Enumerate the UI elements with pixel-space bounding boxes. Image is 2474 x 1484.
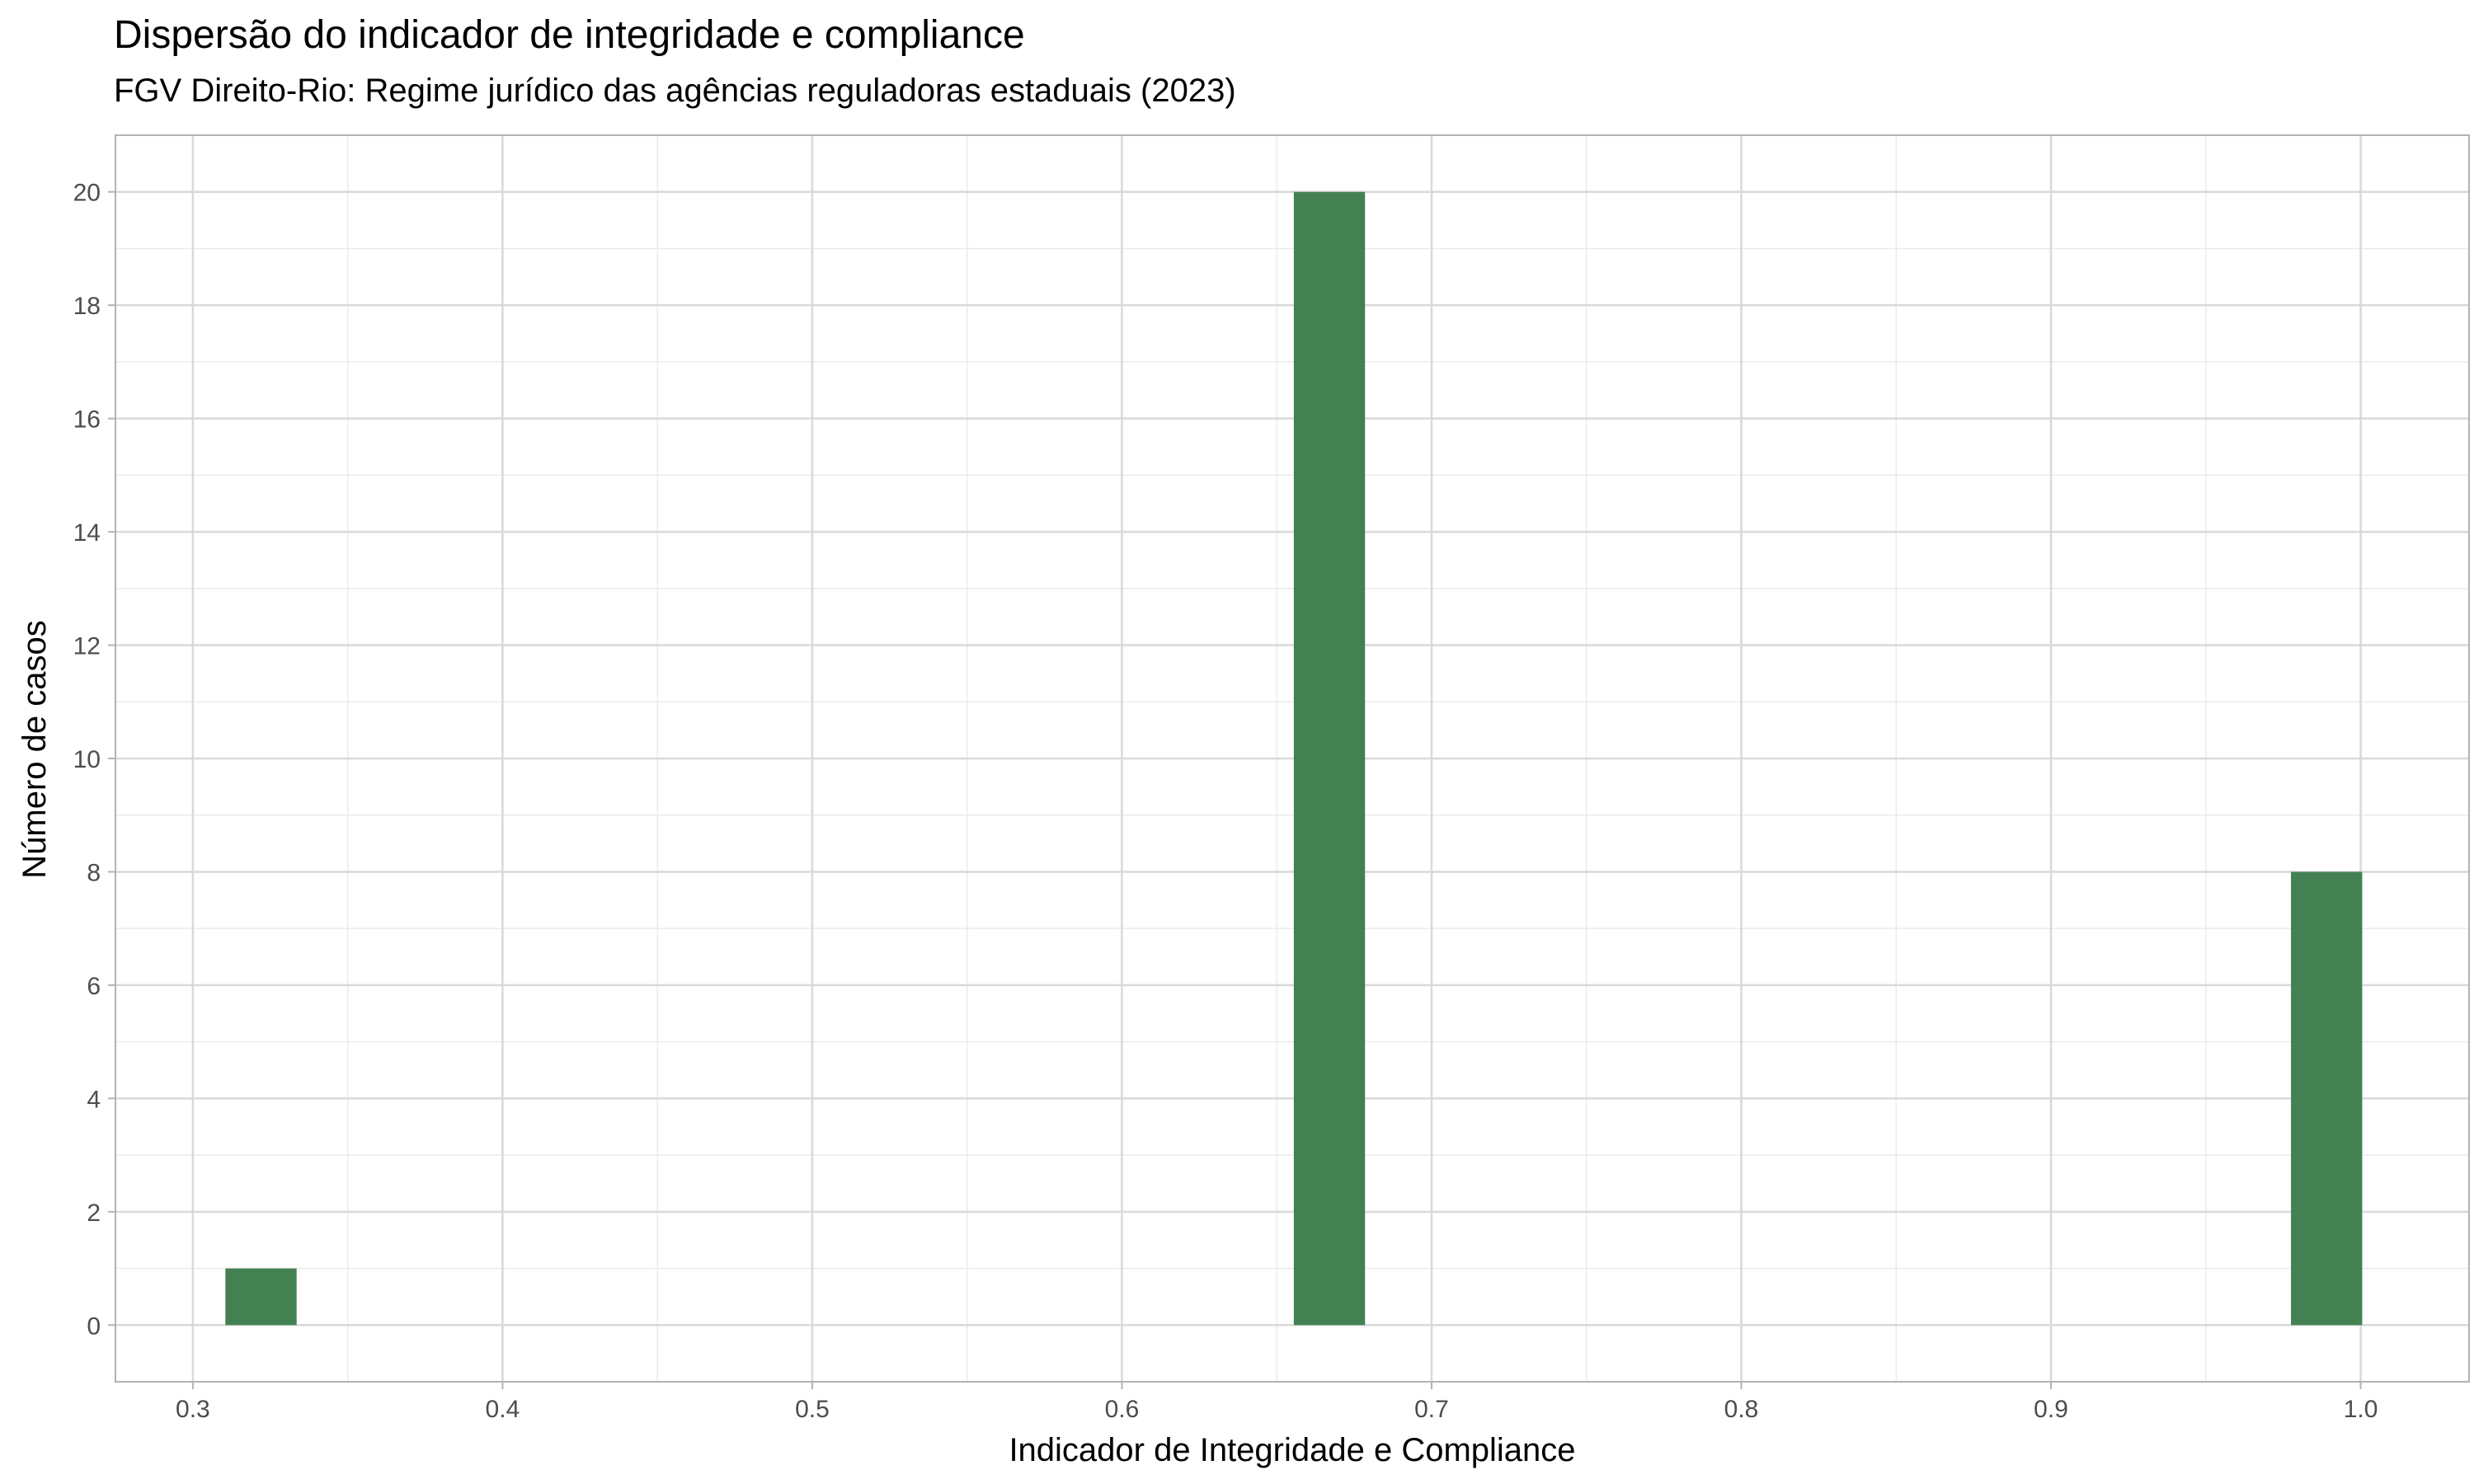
chart-subtitle: FGV Direito-Rio: Regime jurídico das agê… — [114, 73, 1236, 109]
chart-title: Dispersão do indicador de integridade e … — [114, 13, 1025, 57]
y-axis-ticks: 0 2 4 6 8 10 12 14 16 18 20 — [73, 180, 115, 1340]
x-tick-label: 0.8 — [1724, 1396, 1759, 1423]
y-tick-label: 10 — [73, 746, 101, 773]
x-tick-label: 0.9 — [2034, 1396, 2068, 1423]
y-axis-title: Número de casos — [16, 620, 53, 878]
y-tick-label: 8 — [87, 859, 101, 886]
histogram-bar — [1293, 191, 1366, 1326]
y-tick-label: 0 — [87, 1313, 101, 1340]
y-tick-label: 12 — [73, 633, 101, 660]
major-gridlines — [115, 135, 2469, 1382]
x-axis-ticks: 0.3 0.4 0.5 0.6 0.7 0.8 0.9 1.0 — [176, 1382, 2378, 1423]
x-tick-label: 0.7 — [1414, 1396, 1449, 1423]
x-tick-label: 1.0 — [2344, 1396, 2378, 1423]
y-tick-label: 4 — [87, 1086, 101, 1113]
x-tick-label: 0.5 — [795, 1396, 830, 1423]
x-tick-label: 0.3 — [176, 1396, 210, 1423]
y-tick-label: 14 — [73, 519, 101, 547]
histogram-bar — [225, 1268, 297, 1326]
y-tick-label: 18 — [73, 293, 101, 320]
y-tick-label: 2 — [87, 1200, 101, 1227]
y-tick-label: 16 — [73, 406, 101, 434]
histogram-bars — [225, 191, 2363, 1326]
x-tick-label: 0.6 — [1105, 1396, 1140, 1423]
histogram-bar — [2291, 871, 2363, 1326]
x-axis-title: Indicador de Integridade e Compliance — [1009, 1432, 1575, 1468]
y-tick-label: 6 — [87, 973, 101, 1000]
y-tick-label: 20 — [73, 180, 101, 207]
x-tick-label: 0.4 — [486, 1396, 520, 1423]
